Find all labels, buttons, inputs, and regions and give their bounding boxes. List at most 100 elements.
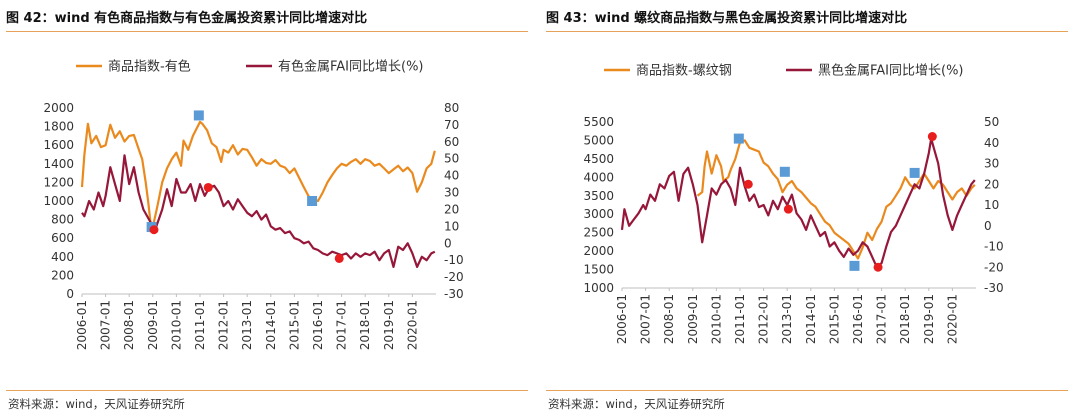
x-tick-label: 2012-01 [217,300,231,350]
y-left-tick-label: 3500 [583,189,614,203]
x-tick-label: 2007-01 [639,294,653,344]
y-right-tick-label: 80 [444,101,459,115]
x-tick-label: 2014-01 [264,300,278,350]
x-tick-label: 2019-01 [922,294,936,344]
y-left-tick-label: 4000 [583,170,614,184]
y-right-tick-label: -20 [984,260,1004,274]
x-tick-label: 2020-01 [405,300,419,350]
x-tick-label: 2014-01 [804,294,818,344]
x-tick-label: 2008-01 [122,300,136,350]
x-tick-label: 2013-01 [780,294,794,344]
y-right-tick-label: 0 [444,236,452,250]
x-tick-label: 2013-01 [240,300,254,350]
x-tick-label: 2018-01 [358,300,372,350]
chart-title: 图 42：wind 有色商品指数与有色金属投资累计同比增速对比 [6,11,368,26]
legend-label: 有色金属FAI同比增长(%) [278,59,424,75]
source-rule [6,390,528,391]
y-right-tick-label: 40 [984,136,999,150]
source-note: 资料来源：wind，天风证券研究所 [8,397,185,411]
turning-point-square [733,133,744,144]
x-tick-label: 2006-01 [615,294,629,344]
y-left-tick-label: 1000 [583,281,614,295]
y-right-tick-label: -30 [444,287,464,301]
x-tick-label: 2017-01 [335,300,349,350]
x-tick-label: 2012-01 [757,294,771,344]
turning-point-dot [334,253,344,263]
x-tick-label: 2010-01 [709,294,723,344]
x-tick-label: 2010-01 [169,300,183,350]
y-right-tick-label: 50 [444,152,459,166]
y-right-tick-label: 30 [444,186,459,200]
y-left-tick-label: 5500 [583,115,614,129]
y-left-tick-label: 400 [51,250,74,264]
turning-point-dot [783,204,793,214]
legend-label: 商品指数-螺纹钢 [636,64,732,79]
turning-point-square [849,260,860,271]
series-line-index [696,139,976,260]
y-left-tick-label: 3000 [583,207,614,221]
y-left-tick-label: 4500 [583,152,614,166]
y-right-tick-label: -20 [444,270,464,284]
title-rule [6,31,528,32]
y-left-tick-label: 600 [51,231,74,245]
y-left-tick-label: 1500 [583,263,614,277]
x-tick-label: 2006-01 [75,300,89,350]
y-right-tick-label: 10 [444,219,459,233]
x-tick-label: 2009-01 [686,294,700,344]
y-right-tick-label: 70 [444,118,459,132]
turning-point-dot [927,132,937,142]
y-left-tick-label: 2000 [43,101,74,115]
y-right-tick-label: 40 [444,169,459,183]
y-left-tick-label: 1400 [43,157,74,171]
chart-panel-nonferrous: 图 42：wind 有色商品指数与有色金属投资累计同比增速对比 商品指数-有色 有… [6,0,528,417]
x-tick-label: 2011-01 [193,300,207,350]
y-right-tick-label: 0 [984,219,992,233]
chart-ferrous: 商品指数-螺纹钢 黑色金属FAI同比增长(%) 1000 1500 2000 2500 30… [583,63,1004,345]
x-tick-label: 2019-01 [382,300,396,350]
y-right-tick-label: -30 [984,281,1004,295]
x-tick-label: 2015-01 [287,300,301,350]
y-left-tick-label: 0 [66,287,74,301]
title-rule [546,31,1068,32]
chart-nonferrous: 商品指数-有色 有色金属FAI同比增长(%)0200400600800100012… [43,59,464,351]
turning-point-dot [203,182,213,192]
series-line-index [80,120,436,229]
turning-point-dot [873,262,883,272]
y-left-tick-label: 200 [51,268,74,282]
series-line-fai [620,137,976,269]
chart-panel-ferrous: 图 43：wind 螺纹商品指数与黑色金属投资累计同比增速对比 商品指数-螺纹钢… [546,0,1068,417]
turning-point-square [909,167,920,178]
x-tick-label: 2016-01 [311,300,325,350]
series-line-fai [81,154,436,268]
y-right-tick-label: 60 [444,135,459,149]
y-left-tick-label: 800 [51,213,74,227]
y-left-tick-label: 2000 [583,244,614,258]
source-rule [546,390,1068,391]
x-tick-label: 2011-01 [733,294,747,344]
x-tick-label: 2017-01 [875,294,889,344]
x-tick-label: 2018-01 [898,294,912,344]
legend-label: 商品指数-有色 [108,59,191,75]
y-right-tick-label: -10 [984,240,1004,254]
y-right-tick-label: 20 [444,202,459,216]
y-right-tick-label: 20 [984,177,999,191]
y-left-tick-label: 2500 [583,226,614,240]
y-left-tick-label: 5000 [583,133,614,147]
turning-point-dot [743,179,753,189]
y-left-tick-label: 1000 [43,194,74,208]
y-left-tick-label: 1600 [43,138,74,152]
chart-title: 图 43：wind 螺纹商品指数与黑色金属投资累计同比增速对比 [546,11,908,26]
turning-point-square [307,196,318,206]
x-tick-label: 2016-01 [851,294,865,344]
x-tick-label: 2009-01 [146,300,160,350]
x-tick-label: 2020-01 [945,294,959,344]
y-right-tick-label: 50 [984,115,999,129]
legend-label: 黑色金属FAI同比增长(%) [818,63,964,79]
y-right-tick-label: -10 [444,253,464,267]
source-note: 资料来源：wind，天风证券研究所 [548,397,725,411]
x-tick-label: 2007-01 [99,300,113,350]
x-tick-label: 2008-01 [662,294,676,344]
turning-point-square [193,110,204,121]
y-right-tick-label: 10 [984,198,999,212]
x-tick-label: 2015-01 [827,294,841,344]
